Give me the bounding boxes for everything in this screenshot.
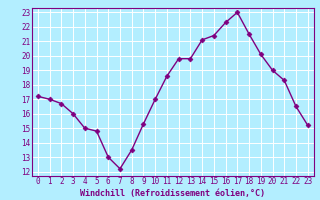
- X-axis label: Windchill (Refroidissement éolien,°C): Windchill (Refroidissement éolien,°C): [80, 189, 265, 198]
